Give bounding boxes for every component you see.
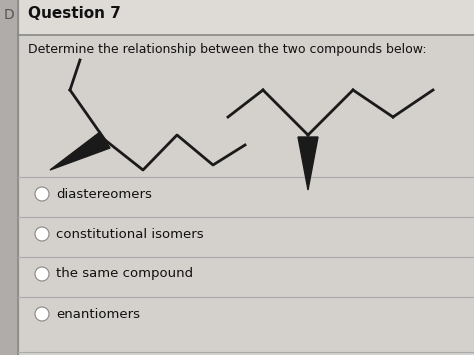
Bar	[18, 0, 474, 35]
Polygon shape	[298, 137, 318, 190]
Polygon shape	[50, 132, 110, 170]
Circle shape	[35, 187, 49, 201]
Text: Question 7: Question 7	[28, 5, 121, 21]
Text: Determine the relationship between the two compounds below:: Determine the relationship between the t…	[28, 44, 427, 56]
Circle shape	[35, 227, 49, 241]
Text: the same compound: the same compound	[56, 268, 193, 280]
Text: diastereomers: diastereomers	[56, 187, 152, 201]
Bar	[0, 0, 18, 355]
Text: constitutional isomers: constitutional isomers	[56, 228, 204, 240]
Text: enantiomers: enantiomers	[56, 307, 140, 321]
Circle shape	[35, 267, 49, 281]
Text: D: D	[4, 8, 14, 22]
Circle shape	[35, 307, 49, 321]
